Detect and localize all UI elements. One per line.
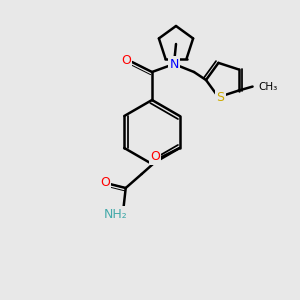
Text: N: N [169,58,179,70]
Text: S: S [216,91,224,103]
Text: O: O [150,151,160,164]
Text: NH₂: NH₂ [104,208,128,220]
Text: CH₃: CH₃ [259,82,278,92]
Text: O: O [121,53,131,67]
Text: O: O [100,176,110,188]
